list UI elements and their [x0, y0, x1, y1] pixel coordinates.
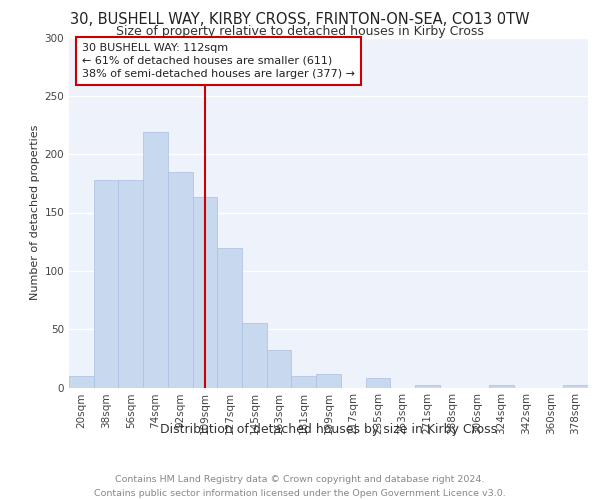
Y-axis label: Number of detached properties: Number of detached properties: [30, 125, 40, 300]
Bar: [242, 324, 267, 388]
Bar: [69, 376, 94, 388]
Bar: [292, 376, 316, 388]
Bar: [563, 385, 588, 388]
Text: 30, BUSHELL WAY, KIRBY CROSS, FRINTON-ON-SEA, CO13 0TW: 30, BUSHELL WAY, KIRBY CROSS, FRINTON-ON…: [70, 12, 530, 28]
Bar: [316, 374, 341, 388]
Bar: [267, 350, 292, 388]
Bar: [118, 180, 143, 388]
Bar: [168, 172, 193, 388]
Bar: [143, 132, 168, 388]
Text: Distribution of detached houses by size in Kirby Cross: Distribution of detached houses by size …: [160, 422, 497, 436]
Text: 30 BUSHELL WAY: 112sqm
← 61% of detached houses are smaller (611)
38% of semi-de: 30 BUSHELL WAY: 112sqm ← 61% of detached…: [82, 43, 355, 79]
Bar: [193, 198, 217, 388]
Bar: [489, 385, 514, 388]
Bar: [94, 180, 118, 388]
Bar: [415, 385, 440, 388]
Bar: [217, 248, 242, 388]
Text: Contains HM Land Registry data © Crown copyright and database right 2024.
Contai: Contains HM Land Registry data © Crown c…: [94, 476, 506, 498]
Bar: [365, 378, 390, 388]
Text: Size of property relative to detached houses in Kirby Cross: Size of property relative to detached ho…: [116, 25, 484, 38]
